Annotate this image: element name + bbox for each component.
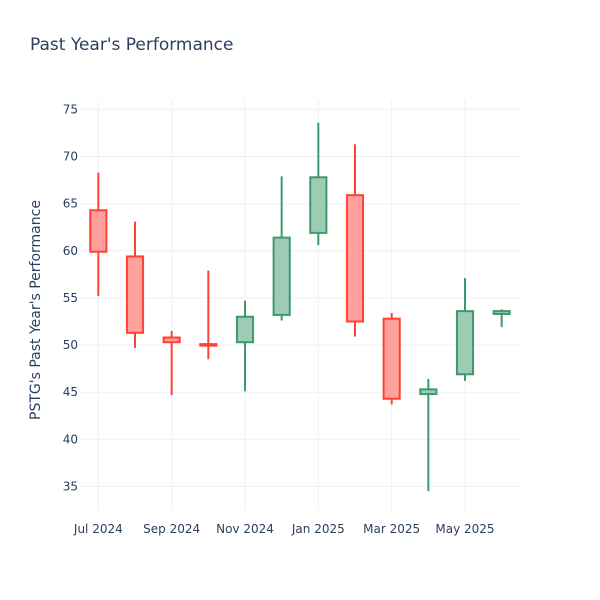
candle-layer xyxy=(89,122,511,492)
candle-body xyxy=(199,343,218,347)
candle-body xyxy=(382,317,401,400)
candle-body xyxy=(492,310,511,315)
x-tick-label: Jan 2025 xyxy=(291,522,345,536)
candle-body xyxy=(89,209,108,253)
y-tick-label: 45 xyxy=(63,385,78,399)
y-tick-label: 75 xyxy=(63,102,78,116)
candle-increasing xyxy=(235,300,255,392)
x-tick-label: May 2025 xyxy=(435,522,494,536)
y-tick-label: 40 xyxy=(63,432,78,446)
y-axis-label: PSTG's Past Year's Performance xyxy=(28,200,44,420)
candle-increasing xyxy=(419,378,438,492)
grid-layer xyxy=(80,100,520,510)
candle-decreasing xyxy=(162,330,181,396)
candle-decreasing xyxy=(345,144,365,337)
candle-body xyxy=(125,255,145,334)
candle-body xyxy=(272,236,291,316)
y-tick-label: 65 xyxy=(63,197,78,211)
candle-body xyxy=(235,315,255,344)
candle-increasing xyxy=(309,122,328,246)
candle-body xyxy=(345,194,365,323)
candle-decreasing xyxy=(199,270,218,360)
candle-decreasing xyxy=(382,313,401,405)
x-tick-label: Nov 2024 xyxy=(216,522,274,536)
candle-increasing xyxy=(455,278,475,381)
candle-body xyxy=(162,336,181,344)
y-tick-label: 70 xyxy=(63,150,78,164)
candle-body xyxy=(419,388,438,396)
x-tick-label: Mar 2025 xyxy=(363,522,420,536)
candle-increasing xyxy=(272,176,291,321)
x-tick-labels: Jul 2024 Sep 2024 Nov 2024 Jan 2025 Mar 2025… xyxy=(73,522,495,536)
candle-body xyxy=(455,310,475,376)
candle-decreasing xyxy=(125,221,145,348)
x-tick-label: Sep 2024 xyxy=(143,522,200,536)
y-tick-labels: 35 40 45 50 55 60 65 70 75 xyxy=(63,102,78,493)
x-tick-label: Jul 2024 xyxy=(73,522,123,536)
candle-increasing xyxy=(492,309,511,328)
y-tick-label: 55 xyxy=(63,291,78,305)
y-tick-label: 60 xyxy=(63,244,78,258)
candle-decreasing xyxy=(89,172,108,297)
candle-body xyxy=(309,176,328,234)
y-tick-label: 50 xyxy=(63,338,78,352)
y-tick-label: 35 xyxy=(63,479,78,493)
chart-title: Past Year's Performance xyxy=(30,35,234,55)
